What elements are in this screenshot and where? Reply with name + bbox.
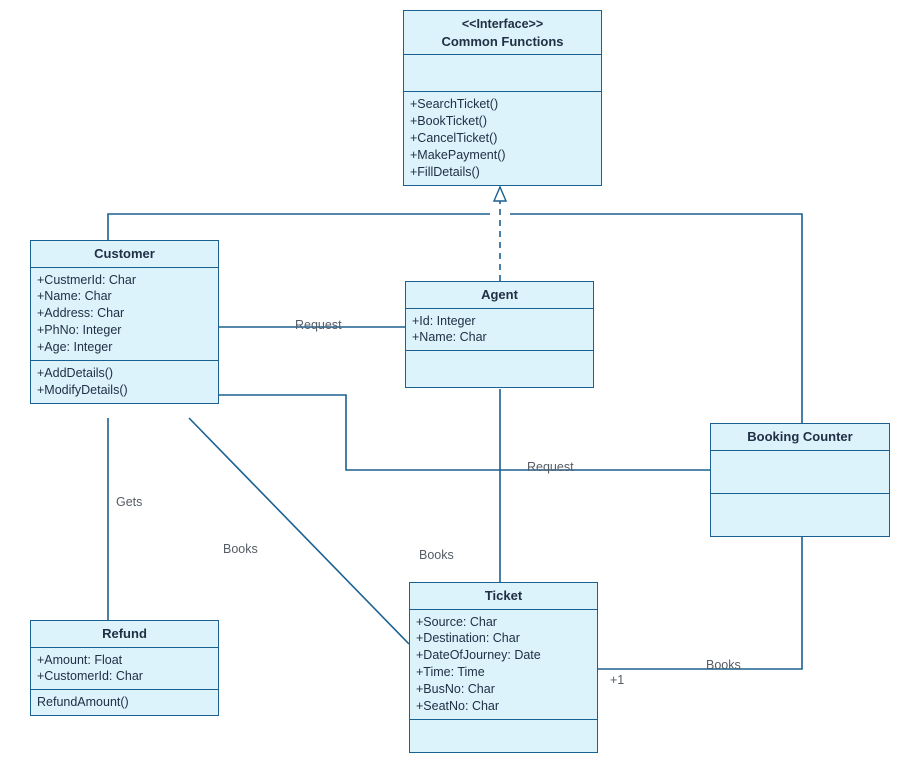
ops-section: +AddDetails() +ModifyDetails() — [31, 361, 218, 403]
attr: +Time: Time — [416, 664, 591, 681]
class-title: Customer — [31, 241, 218, 268]
op: +ModifyDetails() — [37, 382, 212, 399]
attr: +Source: Char — [416, 614, 591, 631]
attrs-section: +Id: Integer +Name: Char — [406, 309, 593, 352]
op: +BookTicket() — [410, 113, 595, 130]
class-agent: Agent +Id: Integer +Name: Char — [405, 281, 594, 388]
ops-section — [711, 494, 889, 536]
ops-section — [410, 720, 597, 752]
attr: +SeatNo: Char — [416, 698, 591, 715]
attr: +PhNo: Integer — [37, 322, 212, 339]
class-title: Booking Counter — [711, 424, 889, 451]
ops-section: RefundAmount() — [31, 690, 218, 715]
edge-label-books-booking: Books — [706, 658, 741, 672]
class-title: Ticket — [410, 583, 597, 610]
attr: +Address: Char — [37, 305, 212, 322]
attr: +CustomerId: Char — [37, 668, 212, 685]
attrs-section — [711, 451, 889, 494]
ops-section — [406, 351, 593, 387]
class-customer: Customer +CustmerId: Char +Name: Char +A… — [30, 240, 219, 404]
multiplicity-ticket: +1 — [610, 673, 624, 687]
attrs-section — [404, 55, 601, 92]
class-refund: Refund +Amount: Float +CustomerId: Char … — [30, 620, 219, 716]
op: +MakePayment() — [410, 147, 595, 164]
attr: +DateOfJourney: Date — [416, 647, 591, 664]
class-title: Agent — [406, 282, 593, 309]
edge-label-books-agent: Books — [419, 548, 454, 562]
ops-section: +SearchTicket() +BookTicket() +CancelTic… — [404, 92, 601, 184]
attrs-section: +Amount: Float +CustomerId: Char — [31, 648, 218, 691]
class-common-functions: <<Interface>> Common Functions +SearchTi… — [403, 10, 602, 186]
attr: +CustmerId: Char — [37, 272, 212, 289]
attr: +Age: Integer — [37, 339, 212, 356]
attr: +Name: Char — [412, 329, 587, 346]
attrs-section: +CustmerId: Char +Name: Char +Address: C… — [31, 268, 218, 361]
edge-label-gets: Gets — [116, 495, 142, 509]
class-booking-counter: Booking Counter — [710, 423, 890, 537]
op: RefundAmount() — [37, 694, 212, 711]
attrs-section: +Source: Char +Destination: Char +DateOf… — [410, 610, 597, 720]
op: +SearchTicket() — [410, 96, 595, 113]
attr: +Amount: Float — [37, 652, 212, 669]
uml-canvas: <<Interface>> Common Functions +SearchTi… — [0, 0, 916, 765]
class-ticket: Ticket +Source: Char +Destination: Char … — [409, 582, 598, 753]
class-title: <<Interface>> Common Functions — [404, 11, 601, 55]
op: +CancelTicket() — [410, 130, 595, 147]
attr: +Id: Integer — [412, 313, 587, 330]
attr: +Name: Char — [37, 288, 212, 305]
edge-label-request-agent: Request — [295, 318, 342, 332]
edge-label-books-customer: Books — [223, 542, 258, 556]
class-name: Common Functions — [441, 34, 563, 49]
attr: +BusNo: Char — [416, 681, 591, 698]
attr: +Destination: Char — [416, 630, 591, 647]
op: +AddDetails() — [37, 365, 212, 382]
op: +FillDetails() — [410, 164, 595, 181]
edge-label-request-booking: Request — [527, 460, 574, 474]
stereotype: <<Interface>> — [462, 17, 543, 31]
class-title: Refund — [31, 621, 218, 648]
